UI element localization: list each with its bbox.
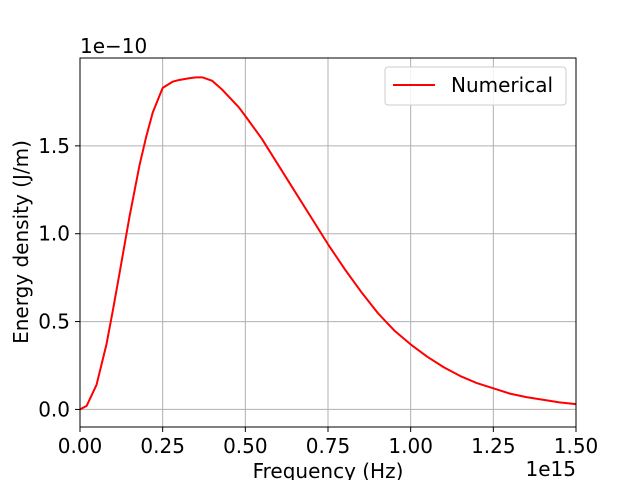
- x-tick-label: 1.00: [388, 434, 433, 458]
- x-tick-label: 0.00: [58, 434, 103, 458]
- y-axis-label: Energy density (J/m): [9, 140, 33, 344]
- y-tick-label: 1.5: [38, 134, 70, 158]
- x-tick-label: 0.75: [306, 434, 351, 458]
- ticks: 0.00 0.25 0.50 0.75 1.00 1.25 1.50 0.0 0.5 1.0 1.5: [38, 134, 598, 458]
- x-tick-label: 0.50: [223, 434, 268, 458]
- legend-label-numerical: Numerical: [451, 73, 553, 97]
- y-offset-text: 1e−10: [80, 34, 147, 58]
- legend: Numerical: [384, 66, 567, 106]
- grid: [79, 58, 577, 427]
- y-tick-label: 1.0: [38, 222, 70, 246]
- series-layer: [79, 76, 577, 411]
- x-tick-label: 1.25: [471, 434, 516, 458]
- x-tick-label: 0.25: [140, 434, 185, 458]
- legend-box: [384, 66, 567, 106]
- y-tick-label: 0.0: [38, 397, 70, 421]
- x-axis-label: Frequency (Hz): [253, 459, 404, 480]
- series-line-numerical: [79, 76, 577, 411]
- y-tick-label: 0.5: [38, 310, 70, 334]
- x-offset-text: 1e15: [526, 457, 576, 480]
- x-tick-label: 1.50: [554, 434, 599, 458]
